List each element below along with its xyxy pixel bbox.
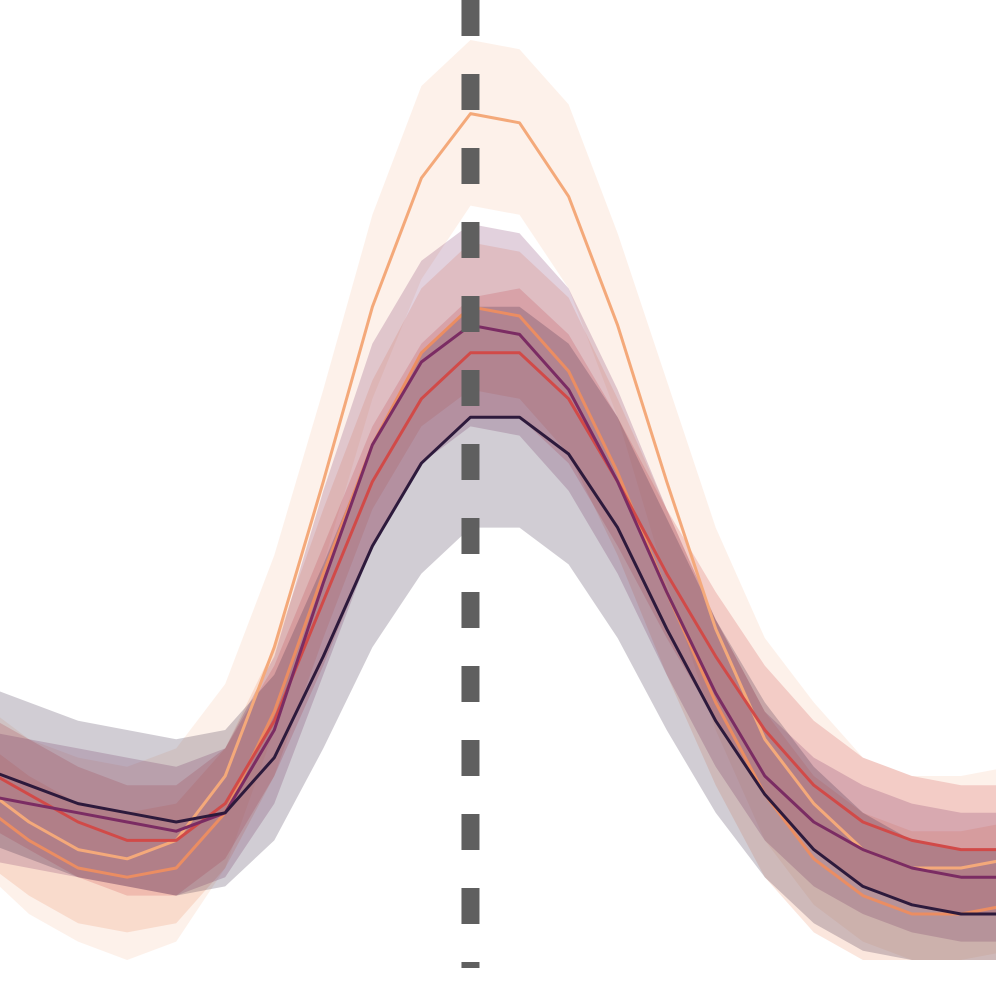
series-5-band xyxy=(0,306,996,960)
series-1-line xyxy=(0,112,996,870)
series-3-line xyxy=(0,351,996,852)
series-3-band xyxy=(0,288,996,914)
series-2-band xyxy=(0,242,996,960)
series-4-line xyxy=(0,323,996,879)
series-2-line xyxy=(0,305,996,916)
series-1-band xyxy=(0,40,996,960)
series-5-line xyxy=(0,415,996,916)
series-lines xyxy=(0,112,996,916)
confidence-bands xyxy=(0,40,996,960)
